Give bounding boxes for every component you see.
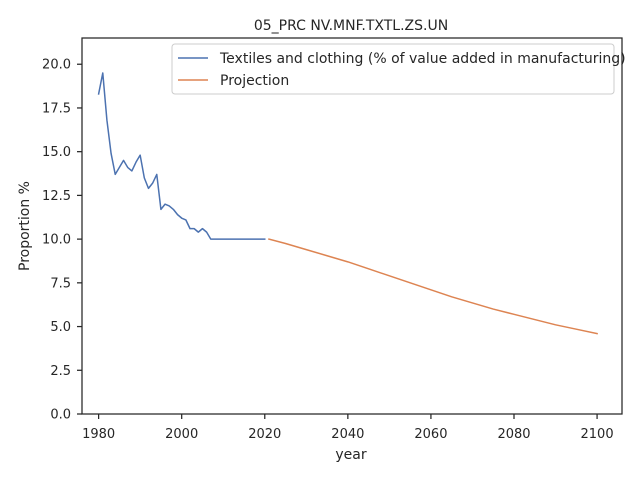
- x-tick-label: 1980: [82, 427, 115, 442]
- x-axis-ticks: 1980 2000 2020 2040 2060 2080 2100: [82, 414, 614, 442]
- x-tick-label: 2100: [581, 427, 614, 442]
- y-tick-label: 17.5: [42, 101, 71, 116]
- y-tick-label: 0.0: [50, 408, 71, 423]
- y-tick-label: 10.0: [42, 233, 71, 248]
- series-line-0: [97, 72, 266, 240]
- y-tick-label: 2.5: [50, 364, 71, 379]
- legend: Textiles and clothing (% of value added …: [171, 43, 626, 95]
- x-tick-label: 2000: [165, 427, 198, 442]
- x-tick-label: 2060: [414, 427, 447, 442]
- series-lines: [97, 72, 598, 335]
- y-axis-label: Proportion %: [17, 181, 33, 271]
- legend-label-textiles: Textiles and clothing (% of value added …: [219, 51, 626, 67]
- x-tick-label: 2040: [331, 427, 364, 442]
- legend-box: [171, 43, 615, 95]
- x-axis-label: year: [335, 447, 366, 463]
- plot-frame: [81, 37, 623, 415]
- series-line-1: [268, 238, 598, 335]
- x-tick-label: 2020: [248, 427, 281, 442]
- y-tick-label: 15.0: [42, 145, 71, 160]
- chart-title: 05_PRC NV.MNF.TXTL.ZS.UN: [254, 18, 448, 34]
- y-tick-label: 7.5: [50, 276, 71, 291]
- y-tick-label: 5.0: [50, 320, 71, 335]
- legend-label-projection: Projection: [220, 73, 289, 89]
- y-tick-label: 12.5: [42, 189, 71, 204]
- y-tick-label: 20.0: [42, 58, 71, 73]
- x-tick-label: 2080: [497, 427, 530, 442]
- y-axis-ticks: 0.0 2.5 5.0 7.5 10.0 12.5 15.0 17.5 20.0: [42, 58, 82, 423]
